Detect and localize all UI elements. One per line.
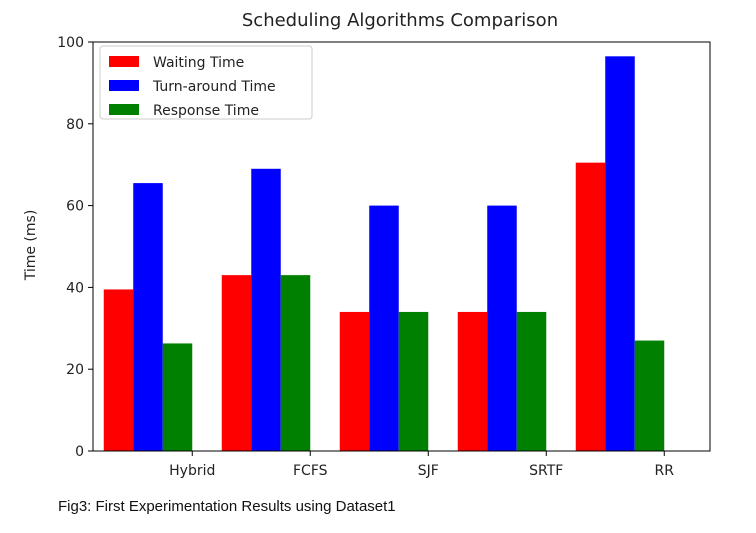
figure-caption: Fig3: First Experimentation Results usin… bbox=[58, 498, 396, 515]
x-tick-label-1: FCFS bbox=[293, 463, 328, 479]
bar-1-1 bbox=[251, 168, 281, 452]
bar-0-4 bbox=[575, 162, 606, 451]
bar-0-3 bbox=[457, 311, 488, 451]
x-tick-label-2: SJF bbox=[418, 463, 439, 479]
legend-label-2: Response Time bbox=[153, 103, 259, 119]
bar-0-2 bbox=[339, 311, 370, 451]
y-axis-label: Time (ms) bbox=[23, 210, 39, 282]
legend-swatch-1 bbox=[109, 80, 139, 91]
bar-1-4 bbox=[605, 56, 635, 451]
bar-0-0 bbox=[103, 289, 134, 451]
x-tick-label-0: Hybrid bbox=[169, 463, 215, 479]
y-tick-label-0: 0 bbox=[75, 444, 84, 460]
y-tick-label-1: 20 bbox=[66, 362, 84, 378]
plot-frame bbox=[92, 41, 711, 452]
legend: Waiting Time Turn-around Time Response Tim… bbox=[99, 45, 313, 120]
bar-0-1 bbox=[221, 275, 252, 451]
y-tick-label-2: 40 bbox=[66, 280, 84, 296]
legend-box bbox=[99, 45, 313, 120]
y-tick-label-3: 60 bbox=[66, 199, 84, 215]
legend-label-0: Waiting Time bbox=[153, 55, 244, 71]
y-tick-label-4: 80 bbox=[66, 117, 84, 133]
legend-swatch-2 bbox=[109, 104, 139, 115]
bar-1-2 bbox=[369, 205, 399, 451]
bar-2-3 bbox=[516, 311, 547, 451]
legend-label-1: Turn-around Time bbox=[152, 79, 276, 95]
bar-1-3 bbox=[487, 205, 517, 451]
bars-group bbox=[103, 56, 665, 452]
bar-2-0 bbox=[162, 343, 193, 451]
bar-1-0 bbox=[133, 183, 163, 452]
bar-chart: Scheduling Algorithms Comparison Time (m… bbox=[23, 10, 711, 479]
bar-2-2 bbox=[398, 311, 429, 451]
bar-2-1 bbox=[280, 275, 311, 451]
axes-group: 0 20 40 60 80 100 Hybrid FCFS SJF SRTF RR bbox=[57, 35, 711, 479]
chart-title: Scheduling Algorithms Comparison bbox=[242, 10, 558, 31]
bar-2-4 bbox=[634, 340, 665, 451]
y-tick-label-5: 100 bbox=[57, 35, 84, 51]
x-tick-label-3: SRTF bbox=[529, 463, 563, 479]
legend-swatch-0 bbox=[109, 56, 139, 67]
x-tick-label-4: RR bbox=[655, 463, 675, 479]
